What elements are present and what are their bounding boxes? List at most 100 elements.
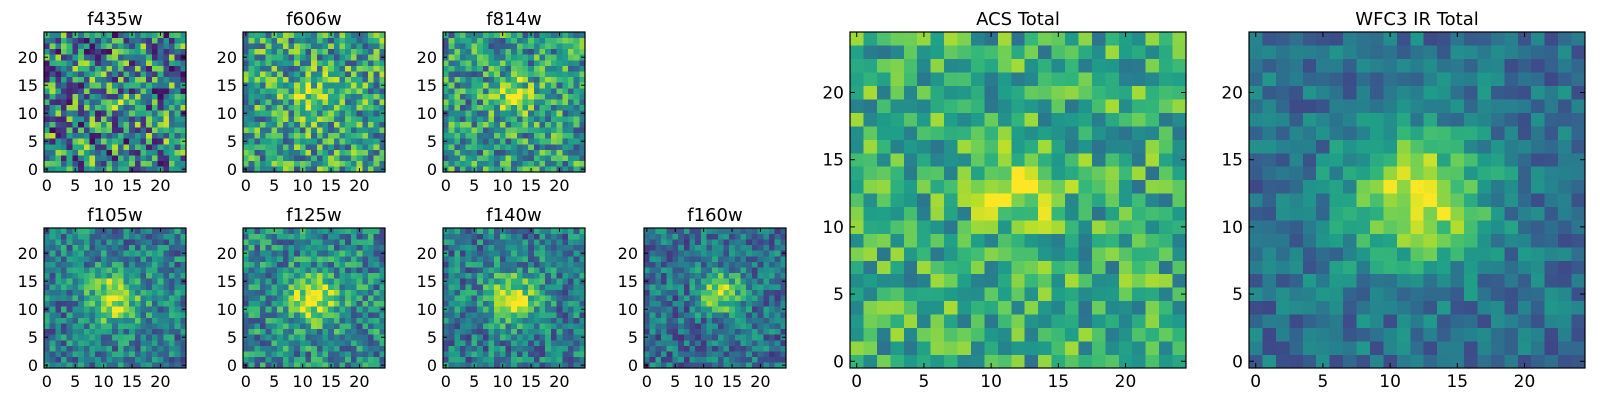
pixel bbox=[573, 144, 580, 150]
pixel bbox=[695, 340, 702, 346]
pixel bbox=[299, 104, 306, 111]
pixel bbox=[180, 155, 187, 162]
pixel bbox=[522, 328, 529, 335]
pixel bbox=[66, 323, 73, 330]
pixel bbox=[66, 256, 73, 262]
pixel bbox=[970, 247, 985, 261]
pixel bbox=[55, 244, 62, 251]
pixel bbox=[746, 306, 753, 313]
pixel bbox=[454, 362, 461, 369]
pixel bbox=[157, 37, 164, 44]
pixel bbox=[163, 160, 170, 167]
pixel bbox=[678, 250, 685, 257]
pixel bbox=[129, 272, 136, 279]
pixel bbox=[288, 300, 295, 307]
pixel bbox=[345, 289, 352, 296]
pixel bbox=[917, 220, 931, 234]
pixel bbox=[533, 37, 540, 44]
pixel bbox=[61, 300, 68, 307]
pixel bbox=[917, 193, 931, 208]
pixel bbox=[373, 300, 380, 307]
pixel bbox=[95, 317, 102, 324]
pixel bbox=[265, 362, 272, 369]
pixel bbox=[305, 132, 312, 139]
pixel bbox=[545, 60, 552, 66]
pixel bbox=[174, 256, 181, 262]
pixel bbox=[168, 312, 175, 318]
pixel bbox=[345, 272, 352, 279]
pixel bbox=[55, 300, 62, 307]
pixel bbox=[917, 354, 931, 369]
pixel bbox=[78, 71, 85, 78]
pixel bbox=[294, 37, 301, 44]
pixel bbox=[672, 328, 679, 335]
pixel bbox=[562, 99, 569, 106]
pixel bbox=[277, 300, 284, 307]
pixel bbox=[55, 256, 62, 262]
pixel bbox=[305, 76, 312, 83]
pixel bbox=[774, 239, 781, 246]
pixel bbox=[1172, 247, 1187, 261]
pixel bbox=[44, 239, 50, 246]
pixel bbox=[254, 250, 261, 257]
pixel bbox=[695, 356, 702, 363]
pixel bbox=[712, 267, 719, 274]
pixel bbox=[146, 155, 153, 162]
pixel bbox=[322, 300, 329, 307]
pixel bbox=[562, 328, 569, 335]
pixel bbox=[477, 138, 484, 145]
pixel bbox=[100, 149, 107, 156]
pixel bbox=[1078, 220, 1093, 234]
pixel bbox=[100, 278, 107, 285]
pixel bbox=[134, 138, 141, 145]
pixel bbox=[700, 284, 707, 290]
pixel bbox=[448, 362, 455, 369]
pixel bbox=[706, 261, 713, 268]
pixel bbox=[49, 132, 56, 139]
pixel bbox=[550, 71, 557, 78]
pixel bbox=[443, 267, 449, 274]
pixel bbox=[511, 250, 518, 257]
pixel bbox=[163, 166, 170, 173]
pixel bbox=[516, 155, 523, 162]
pixel bbox=[550, 155, 557, 162]
pixel bbox=[112, 278, 119, 285]
pixel bbox=[333, 88, 340, 94]
pixel bbox=[499, 289, 506, 296]
pixel bbox=[72, 138, 79, 145]
pixel bbox=[957, 287, 972, 302]
pixel bbox=[768, 334, 775, 341]
pixel bbox=[66, 60, 73, 66]
pixel bbox=[488, 306, 495, 313]
pixel bbox=[477, 160, 484, 167]
pixel bbox=[248, 37, 255, 44]
pixel bbox=[494, 312, 501, 318]
pixel bbox=[573, 43, 580, 50]
y-tick-label: 0 bbox=[227, 356, 237, 375]
pixel bbox=[448, 43, 455, 50]
pixel bbox=[522, 121, 529, 128]
pixel bbox=[689, 267, 696, 274]
pixel bbox=[89, 256, 96, 262]
pixel bbox=[350, 127, 357, 134]
pixel bbox=[723, 284, 730, 290]
pixel bbox=[763, 250, 770, 257]
pixel bbox=[573, 362, 580, 369]
pixel bbox=[49, 76, 56, 83]
pixel bbox=[1011, 220, 1026, 234]
pixel bbox=[333, 340, 340, 346]
pixel bbox=[299, 312, 306, 318]
pixel bbox=[494, 82, 501, 89]
pixel bbox=[740, 323, 747, 330]
pixel bbox=[112, 71, 119, 78]
pixel bbox=[106, 166, 113, 173]
pixel bbox=[1051, 273, 1066, 288]
pixel bbox=[1091, 327, 1106, 342]
pixel bbox=[333, 351, 340, 358]
pixel bbox=[723, 300, 730, 307]
pixel bbox=[328, 144, 335, 150]
pixel bbox=[516, 54, 523, 61]
pixel bbox=[930, 300, 945, 315]
pixel bbox=[265, 88, 272, 94]
pixel bbox=[556, 256, 563, 262]
